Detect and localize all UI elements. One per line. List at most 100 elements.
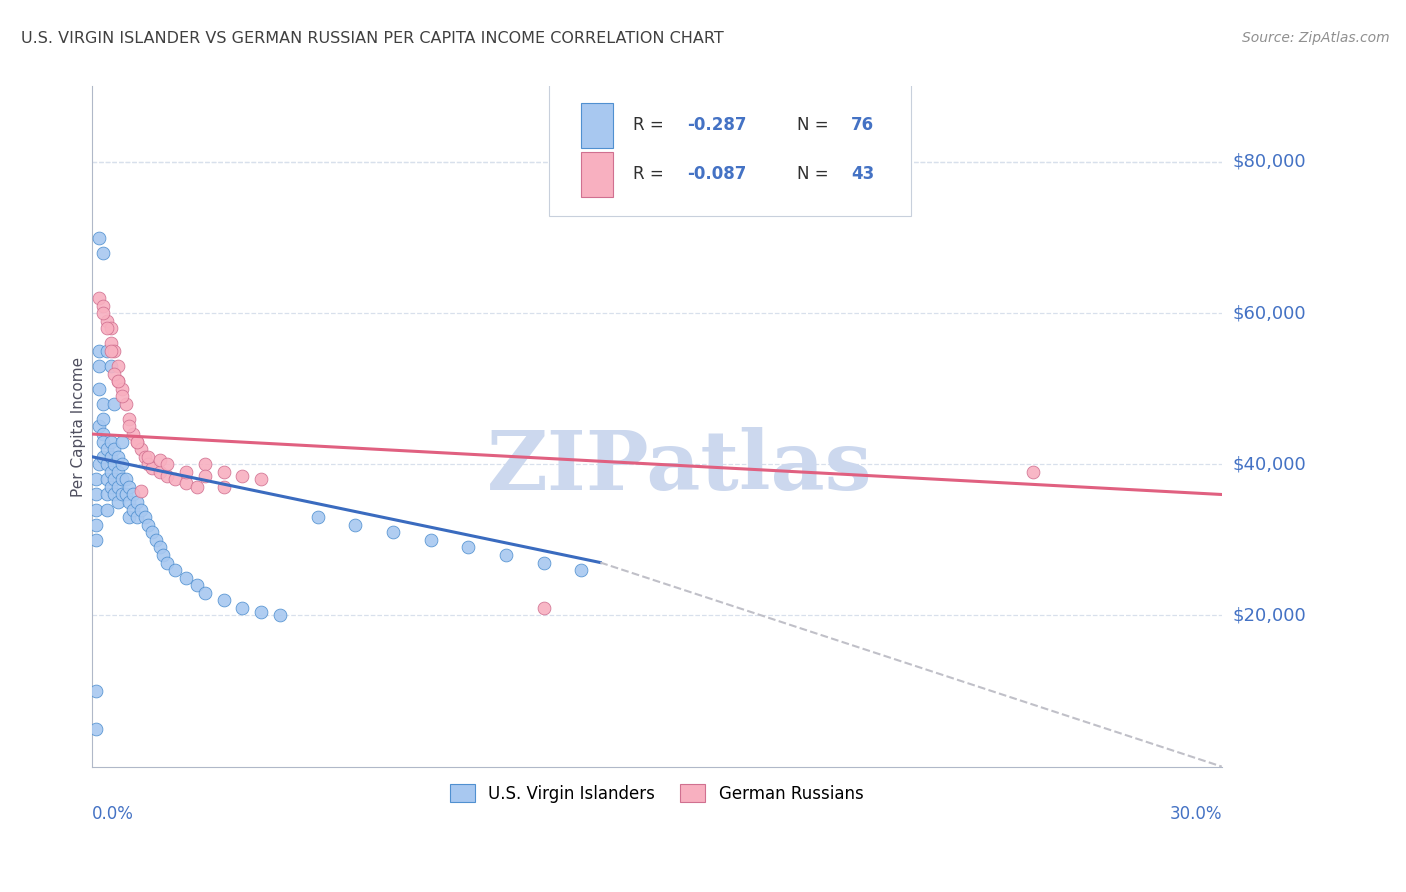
- FancyBboxPatch shape: [550, 83, 911, 216]
- Point: [495, 548, 517, 562]
- Point: [91, 427, 114, 442]
- Point: [89, 359, 111, 373]
- Point: [129, 483, 152, 498]
- Text: U.S. VIRGIN ISLANDER VS GERMAN RUSSIAN PER CAPITA INCOME CORRELATION CHART: U.S. VIRGIN ISLANDER VS GERMAN RUSSIAN P…: [21, 31, 724, 46]
- Point: [91, 450, 114, 464]
- Point: [96, 321, 118, 335]
- Point: [118, 419, 141, 434]
- Text: $60,000: $60,000: [1233, 304, 1306, 322]
- Point: [89, 457, 111, 471]
- Point: [149, 541, 172, 555]
- Point: [125, 434, 148, 449]
- Point: [156, 468, 179, 483]
- Point: [89, 230, 111, 244]
- Point: [186, 578, 208, 592]
- Point: [111, 434, 134, 449]
- Point: [114, 487, 136, 501]
- Point: [136, 450, 159, 464]
- Point: [91, 306, 114, 320]
- Text: $80,000: $80,000: [1233, 153, 1306, 171]
- Point: [100, 336, 122, 351]
- Point: [89, 419, 111, 434]
- Point: [174, 476, 197, 491]
- Point: [96, 313, 118, 327]
- Point: [91, 412, 114, 426]
- Text: ZIPatlas: ZIPatlas: [486, 427, 872, 508]
- Point: [103, 457, 125, 471]
- Point: [163, 563, 186, 577]
- Point: [231, 600, 253, 615]
- Text: -0.287: -0.287: [688, 117, 747, 135]
- Point: [136, 517, 159, 532]
- Point: [111, 389, 134, 403]
- Point: [118, 510, 141, 524]
- Point: [100, 343, 122, 358]
- Point: [174, 465, 197, 479]
- Point: [250, 472, 273, 486]
- Text: 30.0%: 30.0%: [1170, 805, 1222, 823]
- Point: [111, 382, 134, 396]
- Point: [136, 457, 159, 471]
- Point: [96, 472, 118, 486]
- Text: 76: 76: [851, 117, 875, 135]
- Text: 0.0%: 0.0%: [91, 805, 134, 823]
- Point: [96, 457, 118, 471]
- Point: [156, 556, 179, 570]
- Point: [141, 461, 163, 475]
- Point: [89, 382, 111, 396]
- Point: [152, 548, 174, 562]
- Point: [269, 608, 291, 623]
- Point: [107, 374, 129, 388]
- Point: [107, 480, 129, 494]
- Point: [533, 600, 555, 615]
- Point: [100, 465, 122, 479]
- Text: R =: R =: [633, 165, 669, 184]
- Point: [84, 502, 107, 516]
- Text: -0.087: -0.087: [688, 165, 747, 184]
- Text: 43: 43: [851, 165, 875, 184]
- Point: [145, 533, 167, 547]
- Point: [419, 533, 441, 547]
- Point: [103, 487, 125, 501]
- Point: [122, 487, 145, 501]
- Point: [141, 525, 163, 540]
- Point: [91, 434, 114, 449]
- Point: [125, 510, 148, 524]
- FancyBboxPatch shape: [581, 103, 613, 147]
- Point: [122, 427, 145, 442]
- Point: [571, 563, 593, 577]
- Point: [100, 434, 122, 449]
- Point: [84, 722, 107, 736]
- Point: [149, 465, 172, 479]
- Text: N =: N =: [797, 165, 834, 184]
- Point: [111, 487, 134, 501]
- Text: N =: N =: [797, 117, 834, 135]
- Point: [107, 495, 129, 509]
- Point: [91, 245, 114, 260]
- Y-axis label: Per Capita Income: Per Capita Income: [72, 357, 86, 497]
- Point: [96, 343, 118, 358]
- Point: [100, 359, 122, 373]
- Point: [156, 457, 179, 471]
- Point: [103, 397, 125, 411]
- Point: [118, 412, 141, 426]
- Point: [125, 495, 148, 509]
- Point: [84, 472, 107, 486]
- Point: [194, 457, 217, 471]
- Point: [382, 525, 405, 540]
- Text: $40,000: $40,000: [1233, 455, 1306, 474]
- Text: Source: ZipAtlas.com: Source: ZipAtlas.com: [1241, 31, 1389, 45]
- Point: [103, 472, 125, 486]
- Point: [96, 442, 118, 457]
- Point: [84, 684, 107, 698]
- Point: [212, 480, 235, 494]
- Point: [84, 487, 107, 501]
- Point: [125, 434, 148, 449]
- Point: [96, 502, 118, 516]
- Point: [111, 457, 134, 471]
- Point: [194, 586, 217, 600]
- Point: [89, 343, 111, 358]
- Point: [186, 480, 208, 494]
- Point: [122, 502, 145, 516]
- Point: [118, 495, 141, 509]
